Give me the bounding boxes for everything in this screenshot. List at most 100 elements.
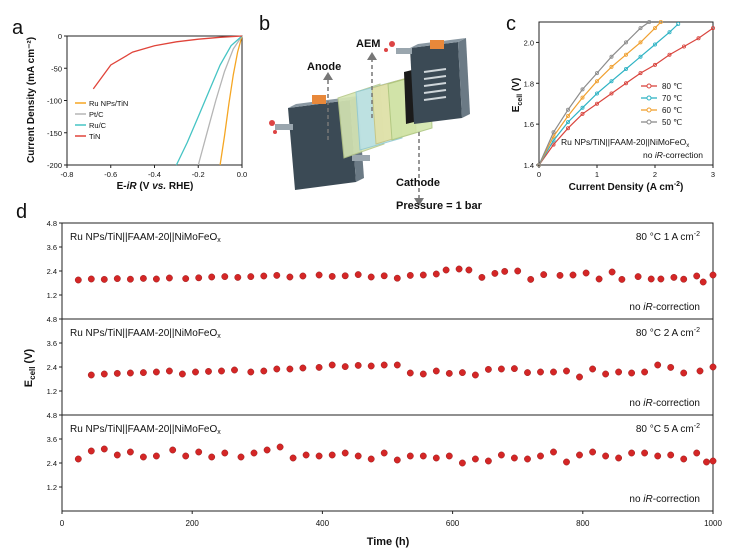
d-data-point (693, 449, 701, 457)
c-series-point (580, 111, 585, 116)
d-data-point (341, 449, 349, 457)
c-series-point (566, 114, 571, 119)
d-data-point (354, 361, 362, 369)
c-xtick-label: 3 (711, 170, 715, 179)
d-data-point (367, 455, 375, 463)
d-ytick-label: 3.6 (47, 435, 57, 444)
d-data-point (126, 448, 134, 456)
d-data-point (302, 451, 310, 459)
d-data-point (247, 273, 255, 280)
c-series-point (653, 42, 658, 47)
c-series-line (538, 21, 662, 166)
d-data-point (393, 361, 401, 369)
panel-a-lines (92, 35, 243, 166)
d-data-point (273, 271, 281, 279)
d-data-point (524, 369, 531, 376)
d-data-point (497, 451, 505, 459)
d3-label: Ru NPs/TiN||FAAM-20||NiMoFeOx (70, 424, 221, 436)
d-data-point (455, 265, 463, 273)
d-data-point (87, 447, 95, 455)
d-data-point (471, 455, 479, 463)
d-ytick-label: 2.4 (47, 267, 57, 276)
c-series-point (647, 19, 652, 24)
a-xtick-label: -0.2 (192, 170, 205, 179)
d-data-point (484, 365, 492, 373)
panel-c-xlabel: Current Density (A cm-2) (569, 181, 684, 193)
d-data-point (537, 452, 544, 460)
c-series-point (566, 126, 571, 131)
d-data-point (165, 274, 173, 282)
d-data-point (699, 278, 707, 286)
d-data-point (680, 369, 688, 377)
d-data-point (709, 457, 717, 465)
d-data-point (491, 269, 499, 277)
panel-d-letter: d (16, 201, 27, 223)
d-data-point (273, 365, 281, 373)
d-data-point (315, 452, 323, 460)
a-series-line (219, 35, 243, 166)
d-data-point (380, 272, 388, 280)
panel-d-xlabel: Time (h) (367, 536, 410, 548)
electrolyzer-end-plate-icon (384, 38, 470, 124)
d-data-point (100, 370, 108, 378)
d-xtick-label: 800 (576, 519, 590, 528)
c-legend-label: 70 ℃ (662, 94, 682, 103)
a-ytick-label: 0 (58, 32, 62, 41)
d-data-point (341, 272, 349, 280)
d-data-point (419, 370, 427, 378)
d-data-point (667, 451, 675, 459)
d-data-point (139, 274, 147, 282)
d-data-point (182, 275, 190, 282)
d1-note: no iR-correction (629, 302, 700, 313)
d-data-point (602, 370, 609, 378)
d-data-point (432, 367, 440, 375)
c-series-point (638, 54, 643, 59)
d-data-point (354, 271, 362, 278)
d-data-point (670, 273, 678, 281)
d-data-point (696, 367, 704, 375)
d-data-point (139, 453, 147, 461)
d-data-point (152, 275, 160, 283)
d-data-point (703, 458, 710, 466)
d-xtick-label: 1000 (704, 519, 722, 528)
c-series-point (595, 71, 600, 76)
d3-condition: 80 °C 5 A cm-2 (636, 423, 700, 435)
d-data-point (445, 369, 453, 377)
c-series-point (638, 71, 643, 76)
c-legend-marker (646, 95, 652, 101)
d-data-point (315, 363, 323, 371)
a-series-line (197, 35, 243, 166)
panel-b: b (259, 13, 483, 212)
d-data-point (328, 272, 336, 280)
d-data-point (634, 273, 642, 280)
d-data-point (393, 456, 401, 464)
d-data-point (247, 368, 255, 376)
panel-a-letter: a (12, 17, 24, 39)
d-xtick-label: 400 (316, 519, 330, 528)
c-series-point (638, 40, 643, 45)
d-data-point (260, 272, 268, 280)
d-data-point (231, 366, 238, 374)
d-ytick-label: 1.2 (47, 291, 57, 300)
pressure-label: Pressure = 1 bar (396, 200, 483, 212)
c-legend-label: 80 ℃ (662, 82, 682, 91)
d-data-point (367, 362, 375, 370)
c-series-point (676, 21, 681, 26)
c-series-line (538, 23, 679, 166)
d-data-point (250, 449, 258, 457)
c-series-point (711, 26, 716, 31)
c-series-point (696, 36, 701, 41)
d-ytick-label: 2.4 (47, 459, 57, 468)
d-data-point (582, 269, 590, 277)
c-series-point (682, 44, 687, 49)
c-series-point (595, 91, 600, 96)
d-data-point (218, 367, 225, 375)
panel-c-ticks: 0 1 2 3 1.4 1.6 1.8 2.0 (524, 38, 716, 179)
d-data-point (563, 458, 570, 466)
d-data-point (511, 365, 518, 372)
d-data-point (237, 453, 245, 461)
d-data-point (497, 365, 505, 373)
d-data-point (406, 369, 414, 377)
d-data-point (514, 267, 522, 275)
d-data-point (328, 451, 336, 459)
